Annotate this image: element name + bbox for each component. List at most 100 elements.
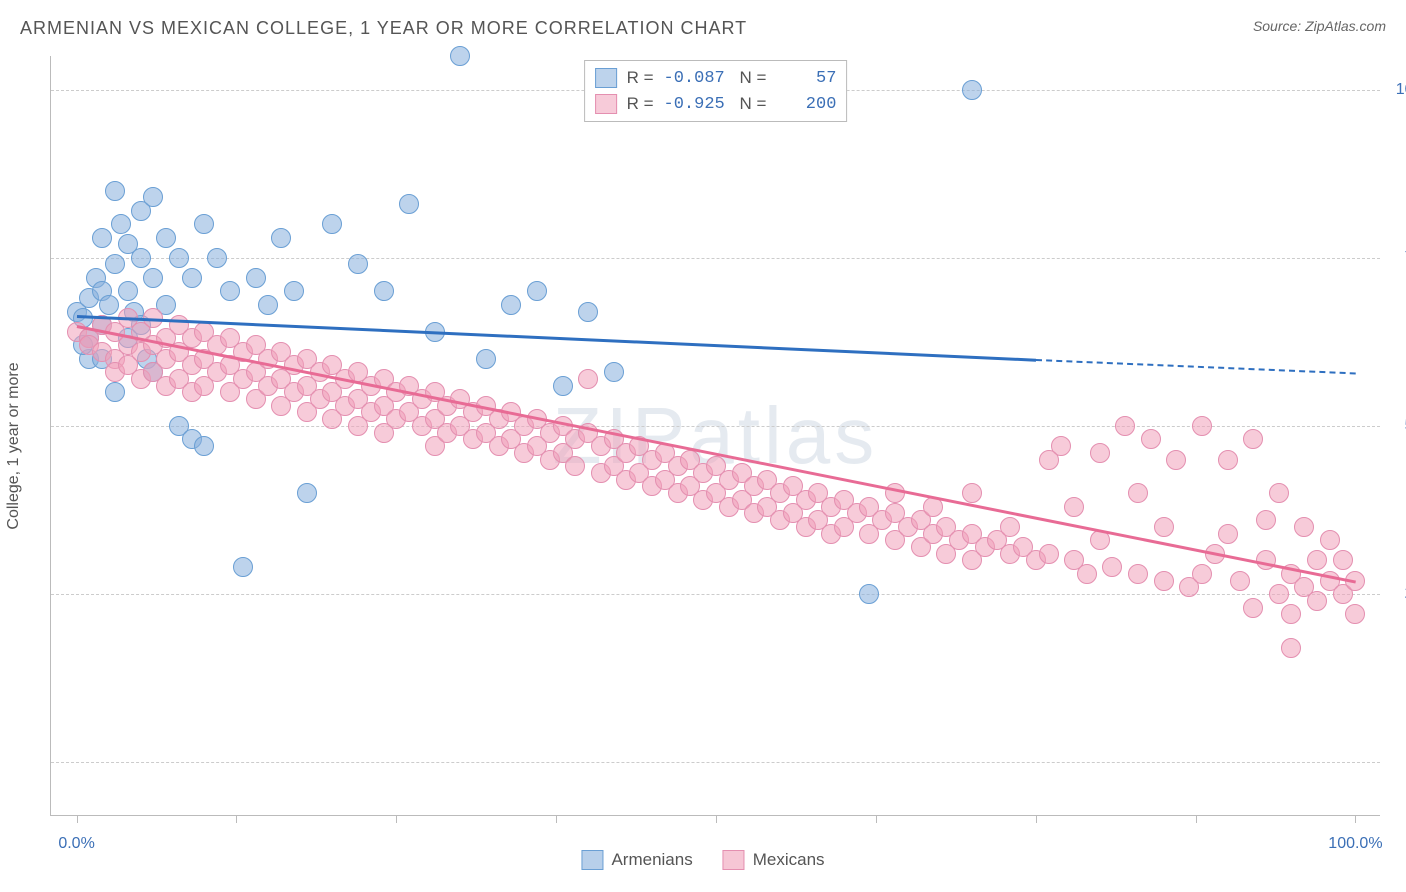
legend-swatch	[595, 94, 617, 114]
scatter-point	[111, 214, 131, 234]
x-tick	[236, 815, 237, 823]
stats-legend-row: R = -0.925 N = 200	[595, 91, 837, 117]
legend-swatch	[581, 850, 603, 870]
scatter-point	[105, 181, 125, 201]
scatter-point	[322, 214, 342, 234]
scatter-point	[578, 369, 598, 389]
legend-swatch	[723, 850, 745, 870]
scatter-point	[1039, 450, 1059, 470]
scatter-point	[1128, 483, 1148, 503]
x-tick	[556, 815, 557, 823]
scatter-point	[348, 254, 368, 274]
x-tick	[1036, 815, 1037, 823]
scatter-point	[194, 214, 214, 234]
scatter-point	[92, 228, 112, 248]
legend-label: Armenians	[611, 850, 692, 870]
trend-line	[1036, 359, 1356, 374]
scatter-point	[105, 382, 125, 402]
scatter-point	[1345, 604, 1365, 624]
stat-r-label: R =	[627, 94, 654, 114]
scatter-point	[859, 584, 879, 604]
legend-item: Mexicans	[723, 850, 825, 870]
x-tick	[77, 815, 78, 823]
scatter-point	[207, 248, 227, 268]
scatter-point	[1243, 598, 1263, 618]
scatter-point	[246, 268, 266, 288]
scatter-point	[1192, 416, 1212, 436]
scatter-point	[1141, 429, 1161, 449]
gridline	[51, 762, 1380, 763]
chart-header: ARMENIAN VS MEXICAN COLLEGE, 1 YEAR OR M…	[20, 18, 1386, 39]
scatter-point	[1243, 429, 1263, 449]
x-tick	[1355, 815, 1356, 823]
scatter-point	[1192, 564, 1212, 584]
scatter-point	[258, 295, 278, 315]
stat-r-label: R =	[627, 68, 654, 88]
scatter-point	[1269, 584, 1289, 604]
plot-area: ZIPatlas R =-0.087 N =57R =-0.925 N =200…	[50, 56, 1380, 816]
x-tick-label: 100.0%	[1328, 835, 1382, 853]
scatter-point	[374, 281, 394, 301]
scatter-point	[1294, 517, 1314, 537]
y-tick-label: 100.0%	[1390, 81, 1406, 99]
scatter-point	[1218, 524, 1238, 544]
y-tick-label: 25.0%	[1390, 585, 1406, 603]
scatter-point	[169, 248, 189, 268]
stat-n-value: 57	[776, 69, 836, 88]
scatter-point	[194, 436, 214, 456]
y-tick-label: 75.0%	[1390, 249, 1406, 267]
scatter-point	[604, 362, 624, 382]
series-legend: Armenians Mexicans	[581, 850, 824, 870]
scatter-point	[156, 228, 176, 248]
scatter-point	[1230, 571, 1250, 591]
scatter-point	[1077, 564, 1097, 584]
scatter-point	[476, 349, 496, 369]
scatter-point	[220, 281, 240, 301]
scatter-point	[143, 187, 163, 207]
x-tick	[1196, 815, 1197, 823]
scatter-point	[143, 268, 163, 288]
scatter-point	[1154, 571, 1174, 591]
stat-n-label: N =	[735, 68, 767, 88]
x-tick	[876, 815, 877, 823]
scatter-point	[962, 80, 982, 100]
stat-r-value: -0.087	[664, 69, 725, 88]
stat-n-value: 200	[776, 95, 836, 114]
scatter-point	[118, 281, 138, 301]
scatter-point	[578, 302, 598, 322]
scatter-point	[1166, 450, 1186, 470]
scatter-point	[501, 295, 521, 315]
legend-swatch	[595, 68, 617, 88]
scatter-point	[271, 228, 291, 248]
scatter-point	[99, 295, 119, 315]
scatter-point	[1128, 564, 1148, 584]
scatter-point	[1256, 510, 1276, 530]
chart-title: ARMENIAN VS MEXICAN COLLEGE, 1 YEAR OR M…	[20, 18, 747, 39]
y-tick-label: 50.0%	[1390, 417, 1406, 435]
scatter-point	[1064, 497, 1084, 517]
scatter-point	[1090, 443, 1110, 463]
scatter-point	[1102, 557, 1122, 577]
scatter-point	[565, 456, 585, 476]
scatter-point	[1218, 450, 1238, 470]
scatter-point	[1154, 517, 1174, 537]
scatter-point	[553, 376, 573, 396]
scatter-point	[1269, 483, 1289, 503]
x-tick	[396, 815, 397, 823]
legend-item: Armenians	[581, 850, 692, 870]
x-tick-label: 0.0%	[58, 835, 94, 853]
scatter-point	[1307, 591, 1327, 611]
chart-source: Source: ZipAtlas.com	[1253, 18, 1386, 34]
scatter-point	[962, 483, 982, 503]
scatter-point	[297, 483, 317, 503]
scatter-point	[399, 194, 419, 214]
scatter-point	[1000, 517, 1020, 537]
scatter-point	[1320, 530, 1340, 550]
x-tick	[716, 815, 717, 823]
y-axis-label: College, 1 year or more	[5, 362, 23, 529]
stats-legend-row: R = -0.087 N = 57	[595, 65, 837, 91]
stat-n-label: N =	[735, 94, 767, 114]
scatter-point	[1333, 550, 1353, 570]
scatter-point	[527, 281, 547, 301]
stat-r-value: -0.925	[664, 95, 725, 114]
